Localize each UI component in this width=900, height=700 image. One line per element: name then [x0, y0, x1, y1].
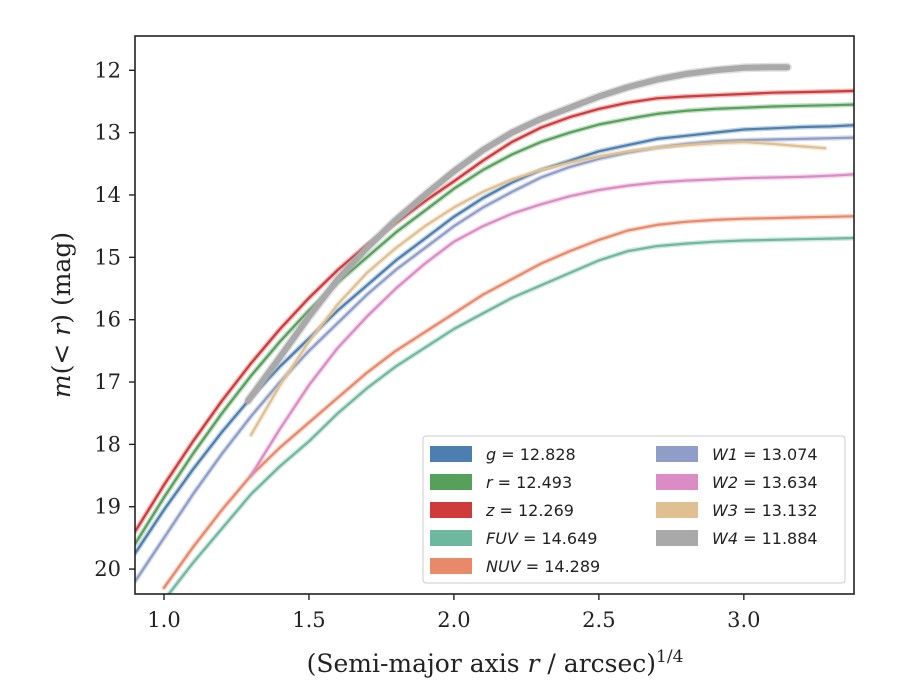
series-line-W3 [249, 140, 827, 437]
x-tick-label: 2.5 [582, 608, 615, 632]
y-tick-label: 16 [94, 308, 121, 332]
legend-label-W3: W3 = 13.132 [712, 501, 818, 520]
plot-frame [134, 35, 855, 595]
legend-label-W2: W2 = 13.634 [712, 473, 818, 492]
legend-label-z: z = 12.269 [485, 501, 574, 520]
legend-swatch-z [430, 502, 472, 518]
y-tick-label: 13 [94, 121, 121, 145]
legend-swatch-NUV [430, 558, 472, 574]
y-tick-label: 18 [94, 432, 121, 456]
legend-swatch-W4 [656, 530, 698, 546]
legend-swatch-W3 [656, 502, 698, 518]
series-line-W4 [245, 64, 791, 404]
legend-swatch-r [430, 474, 472, 490]
legend-swatch-FUV [430, 530, 472, 546]
legend-frame [422, 435, 846, 584]
series-line-FUV [167, 236, 854, 594]
x-axis-label: (Semi-major axis r / arcsec)1/4 [307, 647, 684, 678]
series-line-W1 [135, 136, 854, 583]
legend-swatch-W2 [656, 474, 698, 490]
y-axis-label: m(< r) (mag) [47, 232, 76, 398]
series-line-NUV [162, 215, 854, 589]
y-tick-label: 17 [94, 370, 121, 394]
series-line-W2 [249, 173, 854, 477]
series-line-z [135, 89, 854, 533]
y-tick-label: 19 [94, 495, 121, 519]
x-tick-label: 3.0 [727, 608, 760, 632]
y-tick-label: 12 [94, 58, 121, 82]
legend-label-r: r = 12.493 [486, 473, 572, 492]
legend-label-NUV: NUV = 14.289 [486, 557, 600, 576]
x-tick-label: 2.0 [437, 608, 470, 632]
x-tick-label: 1.0 [147, 608, 180, 632]
legend-label-W1: W1 = 13.074 [712, 445, 818, 464]
x-tick-label: 1.5 [292, 608, 325, 632]
series-layer [135, 62, 854, 594]
legend-label-W4: W4 = 11.884 [712, 529, 818, 548]
legend-swatch-W1 [656, 446, 698, 462]
legend: g = 12.828 r = 12.493 z = 12.269 FUV = 14.6… [422, 435, 846, 584]
series-line-r [135, 103, 854, 546]
legend-label-FUV: FUV = 14.649 [486, 529, 597, 548]
legend-swatch-g [430, 446, 472, 462]
ticks-layer: 1.0 1.5 2.0 2.5 3.0 12 13 14 15 16 17 18 19 20 [94, 58, 760, 632]
y-tick-label: 14 [94, 183, 121, 207]
legend-label-g: g = 12.828 [486, 445, 576, 464]
y-tick-label: 15 [94, 245, 121, 269]
y-tick-label: 20 [94, 557, 121, 581]
